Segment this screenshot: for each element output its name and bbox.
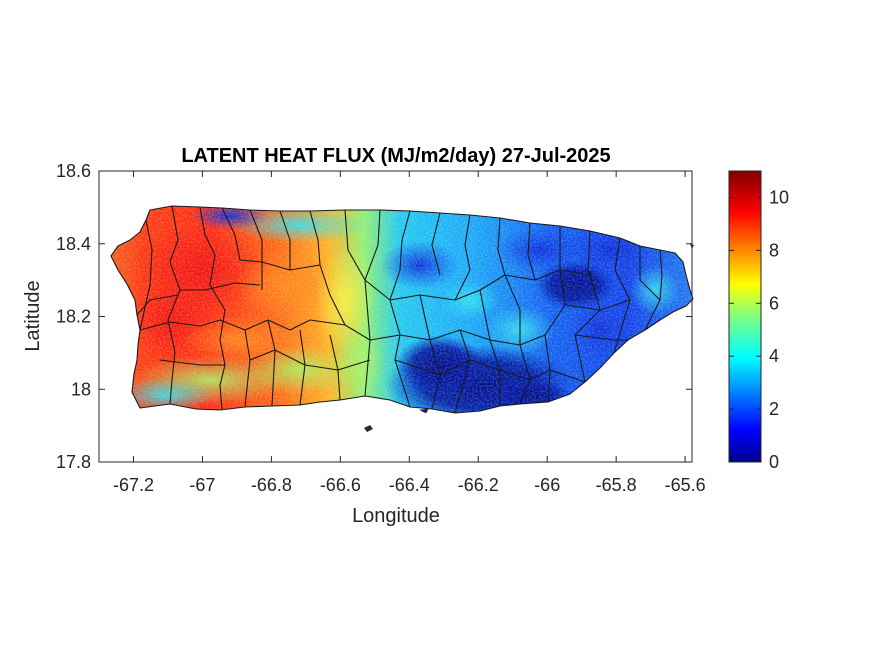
colorbar-tick-label: 0: [769, 452, 779, 472]
x-tick-label: -67: [189, 475, 215, 495]
municipality-boundaries: [110, 205, 694, 414]
y-axis: 18.6 18.4 18.2 18 17.8: [56, 161, 692, 472]
y-tick-label: 17.8: [56, 452, 91, 472]
colorbar-tick-label: 6: [769, 293, 779, 313]
y-tick-label: 18: [71, 379, 91, 399]
offshore-islets: [364, 244, 694, 432]
x-tick-label: -65.8: [596, 475, 637, 495]
colorbar-tick-label: 10: [769, 187, 789, 207]
colorbar-tick-label: 2: [769, 399, 779, 419]
y-axis-label: Latitude: [22, 280, 44, 351]
y-tick-label: 18.4: [56, 234, 91, 254]
colorbar-tick-label: 8: [769, 240, 779, 260]
x-tick-label: -65.6: [665, 475, 706, 495]
colorbar-frame: [728, 170, 762, 463]
x-axis: -67.2 -67 -66.8 -66.6 -66.4 -66.2 -66 -65.8 -65.…: [113, 171, 706, 495]
colorbar-ticks: 10 8 6 4 2 0: [729, 187, 789, 472]
x-tick-label: -66.8: [251, 475, 292, 495]
colorbar-gradient: [729, 171, 761, 462]
colorbar-tick-label: 4: [769, 346, 779, 366]
x-tick-label: -66.4: [389, 475, 430, 495]
x-axis-label: Longitude: [352, 505, 440, 527]
heatmap-raster: [111, 206, 693, 413]
x-tick-label: -66.6: [320, 475, 361, 495]
chart-title: LATENT HEAT FLUX (MJ/m2/day) 27-Jul-2025: [181, 145, 610, 167]
x-tick-label: -66.2: [458, 475, 499, 495]
colorbar: 10 8 6 4 2 0: [728, 170, 789, 472]
y-tick-label: 18.2: [56, 307, 91, 327]
y-tick-label: 18.6: [56, 161, 91, 181]
x-tick-label: -66: [534, 475, 560, 495]
x-tick-label: -67.2: [113, 475, 154, 495]
